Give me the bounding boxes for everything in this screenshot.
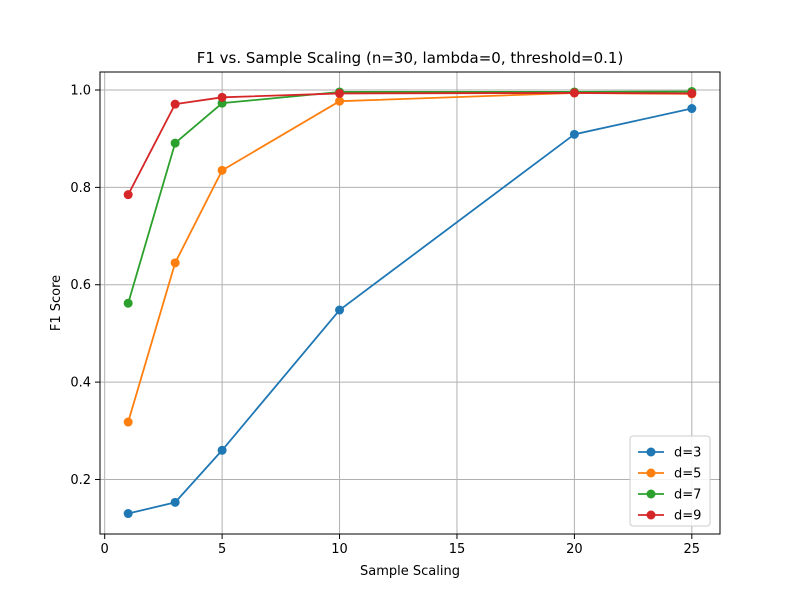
legend-box xyxy=(629,435,711,527)
legend-label: d=9 xyxy=(674,509,701,524)
data-point xyxy=(123,298,133,308)
data-point xyxy=(335,305,345,315)
y-axis-label: F1 Score xyxy=(49,275,64,331)
x-tick-label: 0 xyxy=(101,542,109,557)
y-tick-label: 0.2 xyxy=(70,473,91,488)
plot-area-frame xyxy=(99,71,721,535)
grid xyxy=(100,72,720,534)
x-tick-label: 15 xyxy=(449,542,466,557)
series-d=3 xyxy=(123,104,697,519)
legend-marker xyxy=(646,447,656,457)
data-point xyxy=(687,104,697,114)
y-tick-label: 0.8 xyxy=(70,181,91,196)
legend-item: d=3 xyxy=(638,446,701,461)
data-point xyxy=(170,497,180,507)
series-line xyxy=(127,107,693,515)
data-point xyxy=(123,417,133,427)
data-point xyxy=(170,138,180,148)
legend-item: d=5 xyxy=(638,467,701,482)
data-point xyxy=(217,92,227,102)
legend: d=3 d=5 d=7 d=9 xyxy=(629,435,711,527)
legend-item: d=9 xyxy=(638,509,701,524)
data-point xyxy=(217,165,227,175)
x-tick-label: 20 xyxy=(566,542,583,557)
y-tick-label: 1.0 xyxy=(70,84,91,99)
chart-title: F1 vs. Sample Scaling (n=30, lambda=0, t… xyxy=(197,49,624,67)
y-tick-label: 0.4 xyxy=(70,376,91,391)
data-point xyxy=(569,88,579,98)
data-point xyxy=(123,509,133,519)
x-tick-label: 5 xyxy=(218,542,226,557)
series-line xyxy=(127,90,692,304)
data-point xyxy=(687,88,697,98)
legend-marker xyxy=(646,489,656,499)
series xyxy=(123,86,697,519)
data-point xyxy=(335,88,345,98)
legend-item: d=7 xyxy=(638,488,701,503)
legend-label: d=5 xyxy=(674,467,701,482)
x-tick-label: 25 xyxy=(684,542,701,557)
data-point xyxy=(170,99,180,109)
series-d=9 xyxy=(123,88,697,200)
x-tick-label: 10 xyxy=(331,542,348,557)
data-point xyxy=(123,190,133,200)
legend-marker xyxy=(646,468,656,478)
y-tick-label: 0.6 xyxy=(70,278,91,293)
legend-label: d=3 xyxy=(674,446,701,461)
data-point xyxy=(569,129,579,139)
legend-label: d=7 xyxy=(674,488,701,503)
x-axis-label: Sample Scaling xyxy=(360,564,460,579)
data-point xyxy=(335,96,345,106)
axis-ticks: 0 5 10 15 20 25 0.2 0.4 0.6 0.8 1.0 xyxy=(70,84,700,557)
series-line xyxy=(127,92,692,196)
legend-marker xyxy=(646,510,656,520)
data-point xyxy=(170,258,180,268)
data-point xyxy=(217,445,227,455)
